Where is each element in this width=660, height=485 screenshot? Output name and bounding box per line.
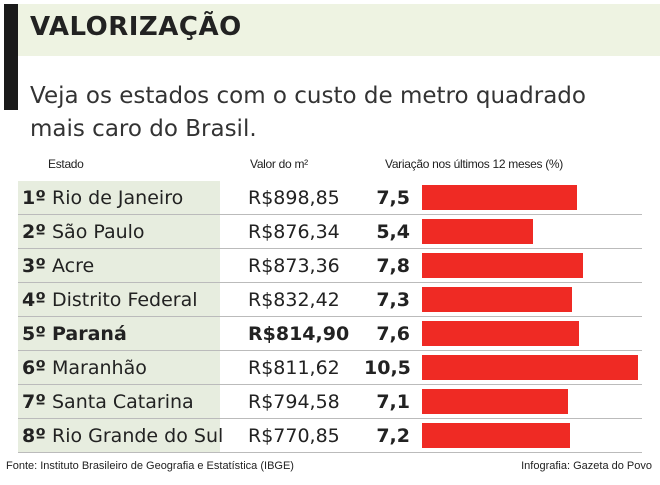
table-row: 8º Rio Grande do Sul R$770,85 7,2 [18, 419, 642, 453]
price: R$832,42 [248, 289, 340, 311]
state: Maranhão [52, 357, 147, 379]
rank: 7º [22, 391, 46, 413]
bar [422, 423, 571, 448]
column-header: Estado [48, 157, 84, 171]
bar [422, 185, 577, 210]
price: R$876,34 [248, 221, 340, 243]
table-row: 6º Maranhão R$811,62 10,5 [18, 351, 642, 385]
state: Acre [52, 255, 95, 277]
rank: 2º [22, 221, 46, 243]
title-band [18, 4, 660, 56]
bar [422, 219, 534, 244]
title: VALORIZAÇÃO [30, 12, 242, 42]
subtitle: Veja os estados com o custo de metro qua… [30, 83, 586, 142]
table-row: 1º Rio de Janeiro R$898,85 7,5 [18, 181, 642, 215]
table-row: 7º Santa Catarina R$794,58 7,1 [18, 385, 642, 419]
label-cell [18, 181, 220, 214]
state: Distrito Federal [52, 289, 198, 311]
variation: 7,1 [376, 391, 410, 413]
label-cell [18, 283, 220, 316]
bar [422, 355, 639, 380]
source: Fonte: Instituto Brasileiro de Geografia… [6, 460, 294, 472]
price: R$811,62 [248, 357, 340, 379]
bar [422, 287, 573, 312]
label-cell [18, 351, 220, 384]
rank: 3º [22, 255, 46, 277]
state: São Paulo [52, 221, 145, 243]
label-cell [18, 385, 220, 418]
price: R$794,58 [248, 391, 340, 413]
rank: 5º [22, 323, 46, 345]
bar [422, 389, 569, 414]
label-cell [18, 317, 220, 350]
table-row: 3º Acre R$873,36 7,8 [18, 249, 642, 283]
credit: Infografia: Gazeta do Povo [521, 460, 652, 472]
variation: 7,3 [376, 289, 410, 311]
price: R$770,85 [248, 425, 340, 447]
variation: 10,5 [364, 357, 411, 379]
price: R$898,85 [248, 187, 340, 209]
label-cell [18, 419, 220, 452]
price: R$814,90 [248, 323, 350, 345]
rank: 6º [22, 357, 46, 379]
accent-bar [4, 4, 18, 110]
state: Rio Grande do Sul [52, 425, 224, 447]
rank: 4º [22, 289, 46, 311]
bar [422, 321, 579, 346]
variation: 7,2 [376, 425, 410, 447]
variation: 7,5 [376, 187, 410, 209]
variation: 5,4 [376, 221, 410, 243]
column-header: Valor do m² [250, 157, 308, 171]
table-row: 2º São Paulo R$876,34 5,4 [18, 215, 642, 249]
table-row: 4º Distrito Federal R$832,42 7,3 [18, 283, 642, 317]
table-row: 5º Paraná R$814,90 7,6 [18, 317, 642, 351]
state: Santa Catarina [52, 391, 194, 413]
state: Rio de Janeiro [52, 187, 184, 209]
label-cell [18, 249, 220, 282]
state: Paraná [52, 323, 127, 345]
rank: 1º [22, 187, 46, 209]
label-cell [18, 215, 220, 248]
column-header: Variação nos últimos 12 meses (%) [385, 157, 563, 171]
bar [422, 253, 583, 278]
price: R$873,36 [248, 255, 340, 277]
variation: 7,6 [376, 323, 410, 345]
variation: 7,8 [376, 255, 410, 277]
rank: 8º [22, 425, 46, 447]
